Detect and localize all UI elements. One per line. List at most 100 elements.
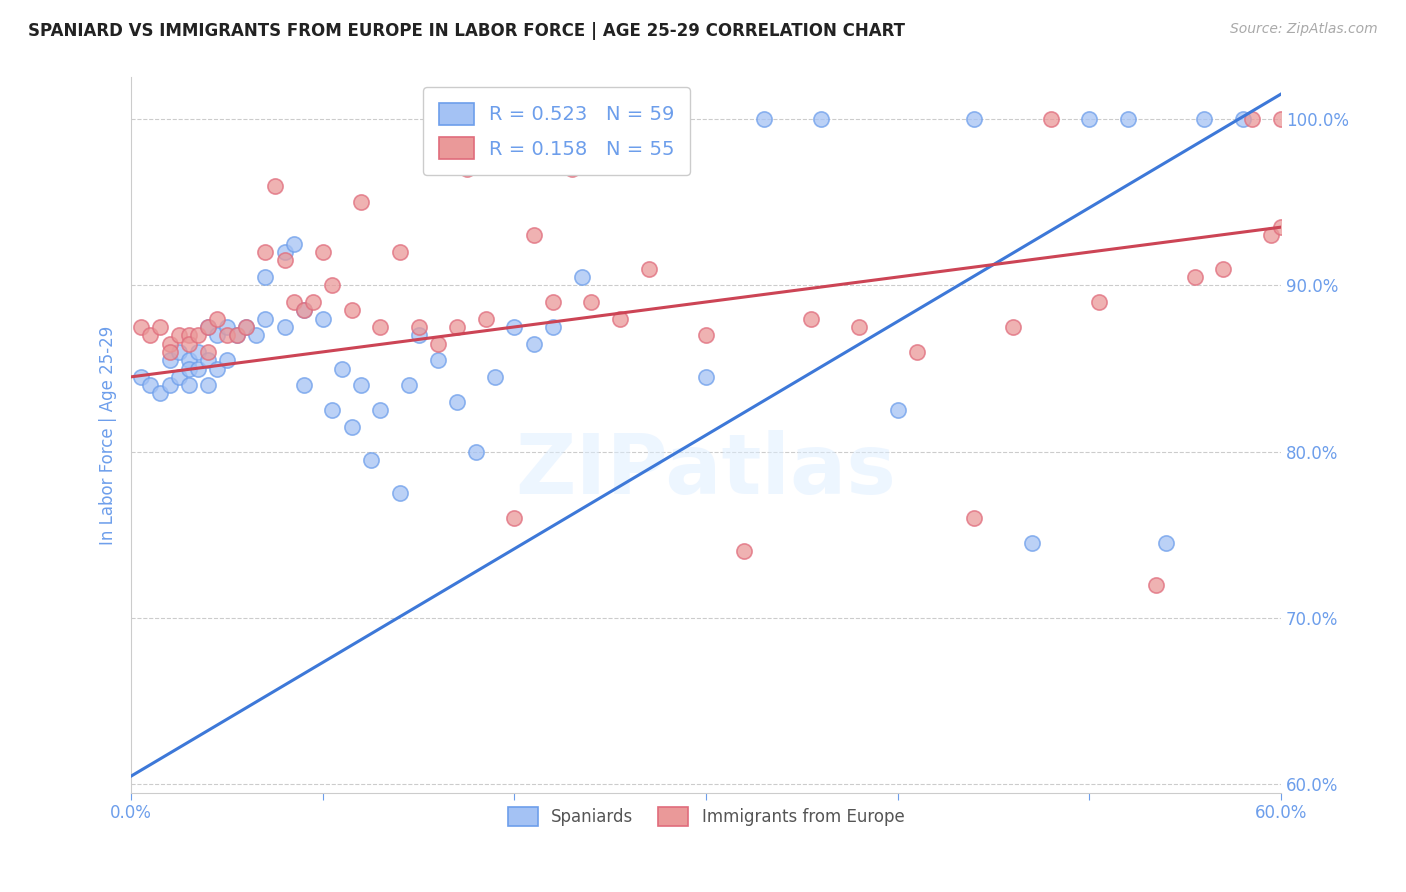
Point xyxy=(207,328,229,343)
Point xyxy=(370,320,392,334)
Point xyxy=(1212,261,1234,276)
Point xyxy=(484,369,506,384)
Point xyxy=(159,353,181,368)
Point xyxy=(388,245,411,260)
Point xyxy=(207,311,229,326)
Point xyxy=(225,328,247,343)
Point xyxy=(197,378,219,392)
Point xyxy=(388,486,411,500)
Y-axis label: In Labor Force | Age 25-29: In Labor Force | Age 25-29 xyxy=(100,326,117,545)
Point xyxy=(886,403,908,417)
Point xyxy=(810,112,832,126)
Point xyxy=(177,336,200,351)
Point xyxy=(1021,536,1043,550)
Point xyxy=(167,328,190,343)
Point xyxy=(273,320,295,334)
Point xyxy=(254,311,277,326)
Point xyxy=(197,320,219,334)
Point xyxy=(1184,270,1206,285)
Point xyxy=(321,403,343,417)
Point xyxy=(752,112,775,126)
Point xyxy=(1260,228,1282,243)
Point xyxy=(215,328,238,343)
Point xyxy=(350,195,373,210)
Point xyxy=(312,245,335,260)
Point xyxy=(302,295,325,310)
Point xyxy=(207,361,229,376)
Point xyxy=(177,361,200,376)
Point xyxy=(503,511,526,525)
Point xyxy=(197,320,219,334)
Point xyxy=(541,295,564,310)
Point xyxy=(264,178,287,193)
Point xyxy=(1088,295,1111,310)
Point xyxy=(273,253,295,268)
Point xyxy=(1144,578,1167,592)
Point xyxy=(561,161,583,176)
Point xyxy=(129,369,152,384)
Point xyxy=(187,344,209,359)
Point xyxy=(1270,220,1292,235)
Point xyxy=(292,303,315,318)
Point xyxy=(254,270,277,285)
Point xyxy=(474,311,496,326)
Point xyxy=(340,419,363,434)
Point xyxy=(695,328,717,343)
Point xyxy=(695,369,717,384)
Point xyxy=(1154,536,1177,550)
Point xyxy=(292,378,315,392)
Point xyxy=(541,320,564,334)
Point xyxy=(963,112,986,126)
Point xyxy=(254,245,277,260)
Point xyxy=(225,328,247,343)
Point xyxy=(579,295,602,310)
Point xyxy=(167,344,190,359)
Point xyxy=(523,228,546,243)
Point xyxy=(523,336,546,351)
Point xyxy=(235,320,257,334)
Point xyxy=(149,386,172,401)
Point xyxy=(215,320,238,334)
Point xyxy=(637,261,659,276)
Point xyxy=(330,361,353,376)
Point xyxy=(283,295,305,310)
Point xyxy=(350,378,373,392)
Point xyxy=(446,394,468,409)
Point xyxy=(292,303,315,318)
Point xyxy=(197,344,219,359)
Point xyxy=(637,112,659,126)
Point xyxy=(609,311,631,326)
Point xyxy=(159,378,181,392)
Point xyxy=(245,328,267,343)
Point xyxy=(571,270,593,285)
Point xyxy=(426,336,449,351)
Point xyxy=(177,353,200,368)
Point xyxy=(283,236,305,251)
Point xyxy=(273,245,295,260)
Point xyxy=(167,369,190,384)
Point xyxy=(129,320,152,334)
Point xyxy=(312,311,335,326)
Point xyxy=(139,328,162,343)
Point xyxy=(197,353,219,368)
Point xyxy=(177,328,200,343)
Point xyxy=(733,544,755,558)
Legend: Spaniards, Immigrants from Europe: Spaniards, Immigrants from Europe xyxy=(499,798,912,834)
Point xyxy=(1116,112,1139,126)
Point xyxy=(426,353,449,368)
Point xyxy=(800,311,823,326)
Point xyxy=(159,344,181,359)
Point xyxy=(340,303,363,318)
Point xyxy=(177,378,200,392)
Point xyxy=(408,328,430,343)
Point xyxy=(1194,112,1216,126)
Text: Source: ZipAtlas.com: Source: ZipAtlas.com xyxy=(1230,22,1378,37)
Point xyxy=(215,353,238,368)
Point xyxy=(1040,112,1063,126)
Point xyxy=(370,403,392,417)
Point xyxy=(1241,112,1264,126)
Point xyxy=(159,336,181,351)
Point xyxy=(456,161,478,176)
Point xyxy=(398,378,420,392)
Point xyxy=(905,344,928,359)
